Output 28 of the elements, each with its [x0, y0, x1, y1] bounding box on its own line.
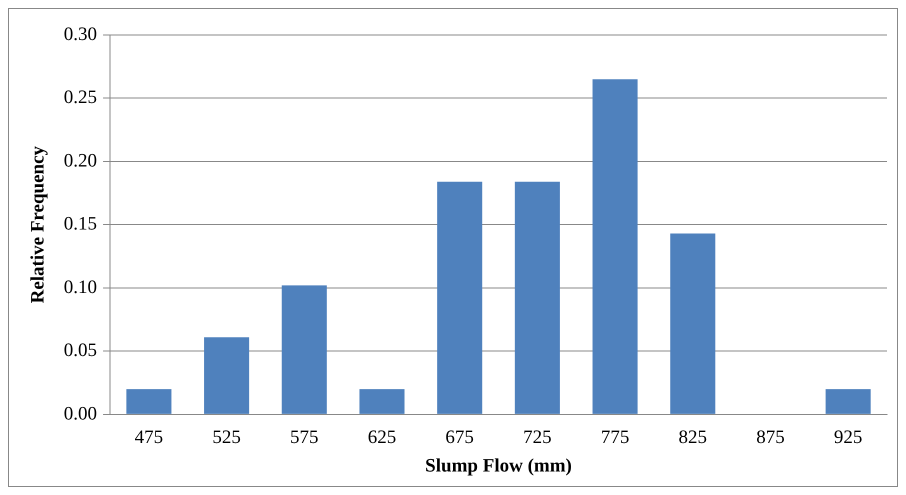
x-axis-title: Slump Flow (mm) [425, 456, 572, 477]
x-tick-label: 525 [212, 426, 241, 448]
x-tick-label: 775 [600, 426, 630, 448]
y-tick-label: 0.10 [64, 276, 98, 298]
bar [126, 389, 172, 414]
y-axis-title: Relative Frequency [27, 145, 48, 304]
x-tick-label: 825 [678, 426, 708, 448]
x-tick-label: 675 [445, 426, 474, 448]
x-tick-label: 875 [756, 426, 785, 448]
y-tick-label: 0.30 [64, 24, 98, 45]
x-tick-label: 925 [834, 426, 862, 448]
bar [826, 389, 871, 414]
bar [282, 285, 327, 414]
bar [514, 182, 560, 414]
bar [359, 389, 405, 414]
x-tick-label: 575 [290, 426, 319, 448]
y-tick-label: 0.15 [64, 214, 98, 235]
bar [437, 182, 482, 414]
bar [670, 234, 716, 414]
x-tick-label: 475 [134, 426, 164, 448]
bar [592, 79, 638, 414]
bar [204, 337, 250, 414]
y-tick-label: 0.25 [64, 87, 98, 108]
y-tick-label: 0.20 [64, 150, 98, 172]
y-tick-label: 0.00 [64, 403, 98, 424]
y-tick-label: 0.05 [64, 340, 98, 362]
x-tick-label: 725 [523, 426, 552, 448]
x-tick-label: 625 [368, 426, 396, 448]
